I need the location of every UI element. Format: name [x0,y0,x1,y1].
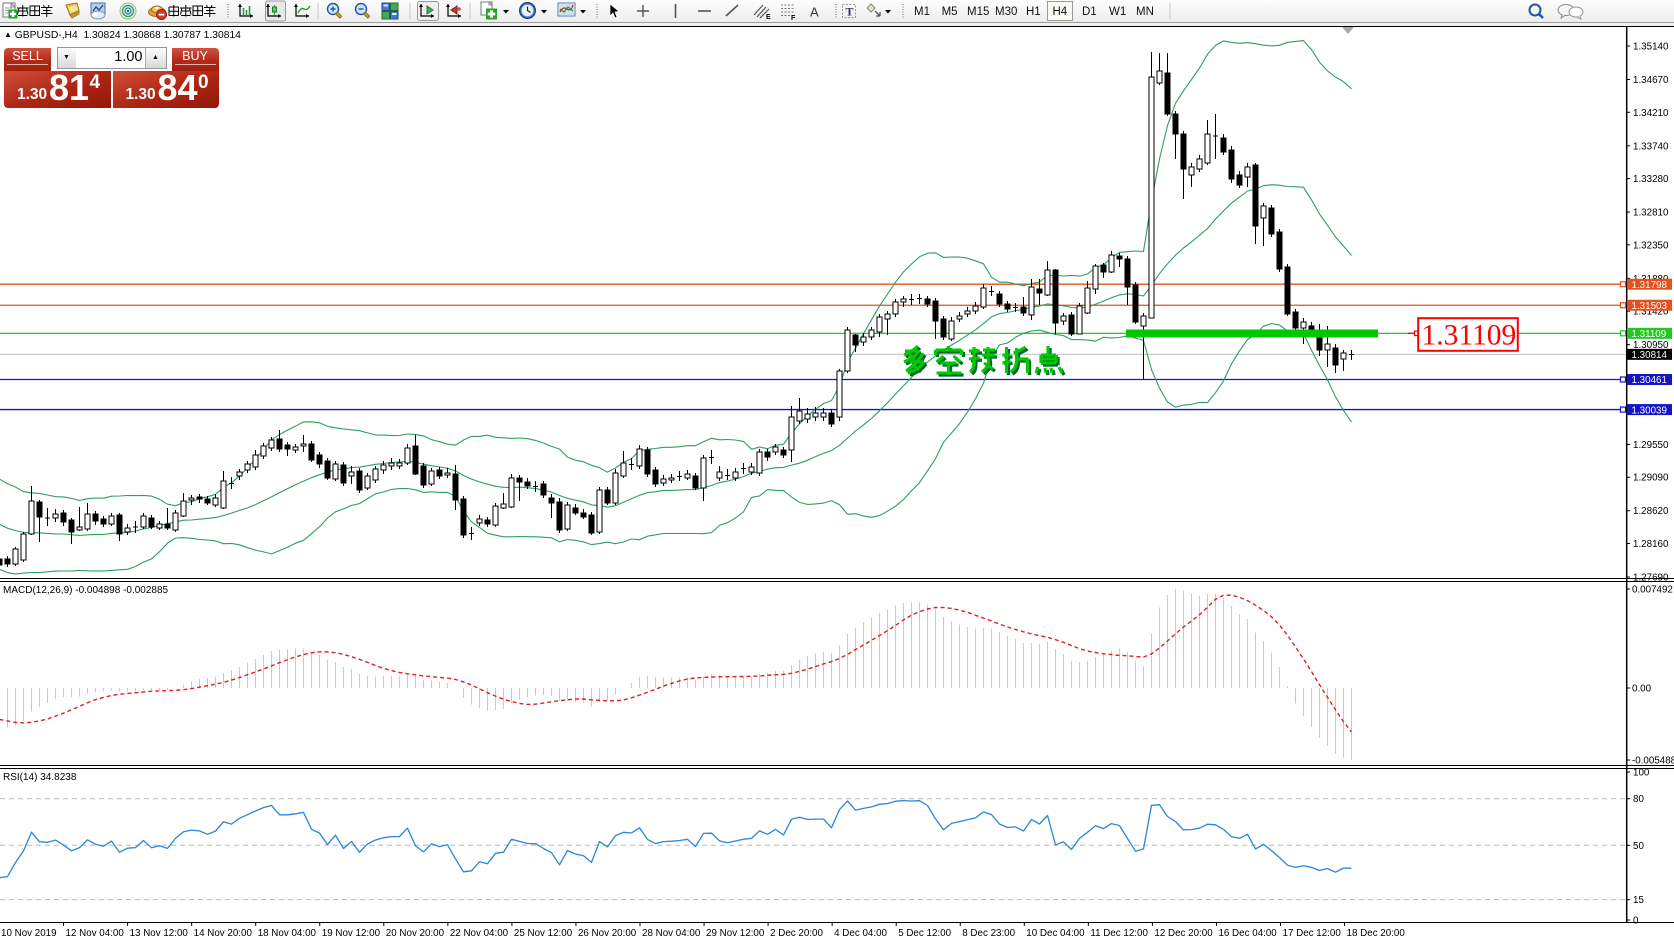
svg-text:1.34670: 1.34670 [1633,75,1669,86]
svg-text:1.30814: 1.30814 [1632,350,1668,361]
svg-text:0: 0 [1633,916,1639,927]
svg-text:17 Dec 12:00: 17 Dec 12:00 [1283,928,1342,939]
svg-text:14 Nov 20:00: 14 Nov 20:00 [194,928,253,939]
svg-text:H4: H4 [1053,6,1068,18]
svg-text:4 Dec 04:00: 4 Dec 04:00 [834,928,887,939]
svg-text:T: T [846,5,854,19]
svg-text:8 Dec 23:00: 8 Dec 23:00 [962,928,1015,939]
svg-text:1.31420: 1.31420 [1633,307,1669,318]
svg-text:H1: H1 [1026,6,1041,18]
svg-text:26 Nov 20:00: 26 Nov 20:00 [578,928,637,939]
svg-text:MN: MN [1136,6,1154,18]
svg-text:28 Nov 04:00: 28 Nov 04:00 [642,928,701,939]
svg-text:D1: D1 [1082,6,1097,18]
svg-text:1.31109: 1.31109 [1422,320,1517,352]
svg-text:20 Nov 20:00: 20 Nov 20:00 [386,928,445,939]
svg-text:M1: M1 [914,6,930,18]
svg-text:A: A [810,5,819,20]
svg-text:-0.005488: -0.005488 [1632,756,1674,767]
svg-text:1.29090: 1.29090 [1633,473,1669,484]
svg-text:1.31503: 1.31503 [1632,301,1668,312]
svg-text:50: 50 [1633,841,1644,852]
svg-text:25 Nov 12:00: 25 Nov 12:00 [514,928,573,939]
svg-text:0.00: 0.00 [1632,684,1652,695]
svg-text:1.29550: 1.29550 [1633,440,1669,451]
svg-text:1.30950: 1.30950 [1633,340,1669,351]
svg-text:1.30461: 1.30461 [1632,375,1667,386]
svg-text:RSI(14) 34.8238: RSI(14) 34.8238 [3,772,77,783]
svg-text:F: F [791,15,796,22]
svg-text:16 Dec 04:00: 16 Dec 04:00 [1218,928,1277,939]
svg-text:10 Dec 04:00: 10 Dec 04:00 [1026,928,1085,939]
svg-text:100: 100 [1633,768,1650,779]
svg-text:5 Dec 12:00: 5 Dec 12:00 [898,928,951,939]
svg-text:1.30039: 1.30039 [1632,405,1667,416]
svg-text:0.007492: 0.007492 [1632,585,1673,596]
svg-text:19 Nov 12:00: 19 Nov 12:00 [322,928,381,939]
svg-text:2 Dec 20:00: 2 Dec 20:00 [770,928,823,939]
svg-text:18 Dec 20:00: 18 Dec 20:00 [1347,928,1406,939]
svg-text:MACD(12,26,9) -0.004898 -0.002: MACD(12,26,9) -0.004898 -0.002885 [3,585,169,596]
svg-text:M15: M15 [967,6,989,18]
svg-text:80: 80 [1633,794,1644,805]
svg-text:1.31109: 1.31109 [1632,329,1667,340]
svg-text:W1: W1 [1109,6,1126,18]
svg-text:1.32350: 1.32350 [1633,240,1669,251]
svg-text:M5: M5 [942,6,958,18]
svg-text:18 Nov 04:00: 18 Nov 04:00 [258,928,317,939]
svg-text:1.28160: 1.28160 [1633,539,1669,550]
svg-text:13 Nov 12:00: 13 Nov 12:00 [130,928,189,939]
svg-text:E: E [766,14,771,21]
svg-text:1.34210: 1.34210 [1633,108,1669,119]
svg-text:M30: M30 [995,6,1017,18]
svg-text:10 Nov 2019: 10 Nov 2019 [1,928,57,939]
svg-text:1.32810: 1.32810 [1633,208,1669,219]
svg-text:15: 15 [1633,895,1644,906]
svg-text:12 Nov 04:00: 12 Nov 04:00 [66,928,125,939]
svg-text:22 Nov 04:00: 22 Nov 04:00 [450,928,509,939]
svg-text:1.31798: 1.31798 [1632,280,1668,291]
svg-text:11 Dec 12:00: 11 Dec 12:00 [1090,928,1148,939]
svg-text:1.28620: 1.28620 [1633,506,1669,517]
svg-text:12 Dec 20:00: 12 Dec 20:00 [1154,928,1213,939]
svg-text:1.35140: 1.35140 [1633,42,1669,53]
svg-text:1.33280: 1.33280 [1633,174,1669,185]
svg-text:29 Nov 12:00: 29 Nov 12:00 [706,928,765,939]
svg-text:1.33740: 1.33740 [1633,141,1669,152]
svg-text:1.27690: 1.27690 [1633,573,1669,584]
